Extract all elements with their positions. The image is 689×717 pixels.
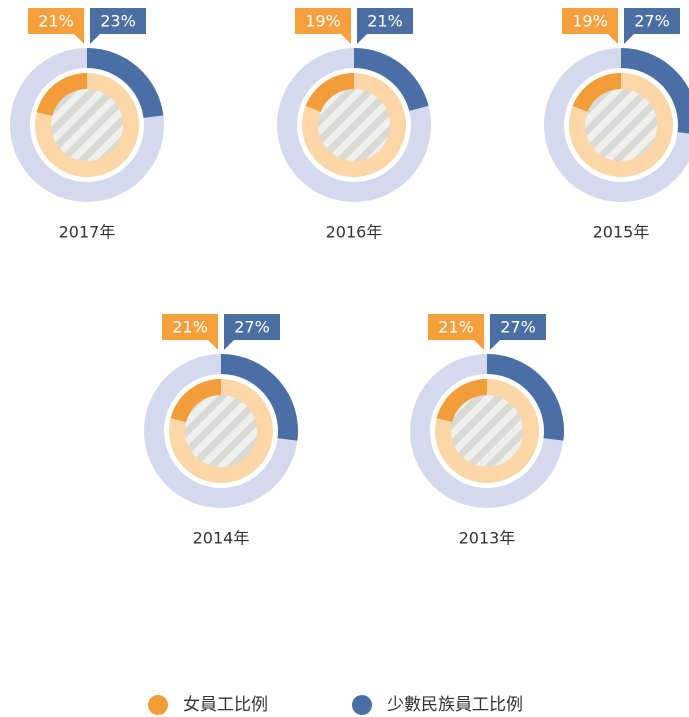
female-label-tail: [74, 34, 84, 44]
minority-arc: [354, 48, 429, 111]
legend-label: 少數民族員工比例: [387, 695, 523, 715]
year-label: 2014年: [193, 529, 250, 548]
female-arc: [170, 379, 221, 423]
minority-label-tail: [224, 340, 234, 350]
female-label-box: [428, 314, 484, 340]
center: [451, 395, 523, 467]
female-arc: [436, 379, 487, 423]
minority-label-box: [490, 314, 546, 340]
female-value-label: 21%: [438, 318, 474, 337]
minority-label-tail: [490, 340, 500, 350]
minority-label-tail: [90, 34, 100, 44]
minority-label-box: [357, 8, 413, 34]
legend-label: 女員工比例: [183, 695, 268, 715]
female-value-label: 21%: [172, 318, 208, 337]
female-value-label: 19%: [305, 12, 341, 31]
minority-value-label: 27%: [234, 318, 270, 337]
legend-swatch: [148, 695, 168, 715]
minority-arc: [87, 48, 164, 118]
center: [185, 395, 257, 467]
female-arc: [36, 73, 87, 117]
female-value-label: 21%: [38, 12, 74, 31]
minority-value-label: 23%: [100, 12, 136, 31]
year-label: 2016年: [326, 223, 383, 242]
minority-arc: [221, 354, 298, 441]
female-label-tail: [208, 340, 218, 350]
female-label-box: [28, 8, 84, 34]
female-label-tail: [474, 340, 484, 350]
year-label: 2017年: [59, 223, 116, 242]
female-label-box: [162, 314, 218, 340]
center: [51, 89, 123, 161]
female-label-box: [295, 8, 351, 34]
female-label-tail: [341, 34, 351, 44]
minority-arc: [621, 48, 689, 134]
female-arc: [305, 73, 354, 112]
minority-arc: [487, 354, 564, 441]
minority-value-label: 21%: [367, 12, 403, 31]
minority-label-box: [90, 8, 146, 34]
year-label: 2015年: [593, 223, 650, 242]
minority-label-tail: [357, 34, 367, 44]
minority-label-tail: [624, 34, 634, 44]
minority-value-label: 27%: [634, 12, 670, 31]
minority-label-box: [624, 8, 680, 34]
center: [585, 89, 657, 161]
legend-swatch: [352, 695, 372, 715]
center: [318, 89, 390, 161]
female-arc: [572, 72, 621, 112]
female-label-tail: [608, 34, 618, 44]
female-value-label: 19%: [572, 12, 608, 31]
minority-value-label: 27%: [500, 318, 536, 337]
year-label: 2013年: [459, 529, 516, 548]
minority-label-box: [224, 314, 280, 340]
female-label-box: [562, 8, 618, 34]
